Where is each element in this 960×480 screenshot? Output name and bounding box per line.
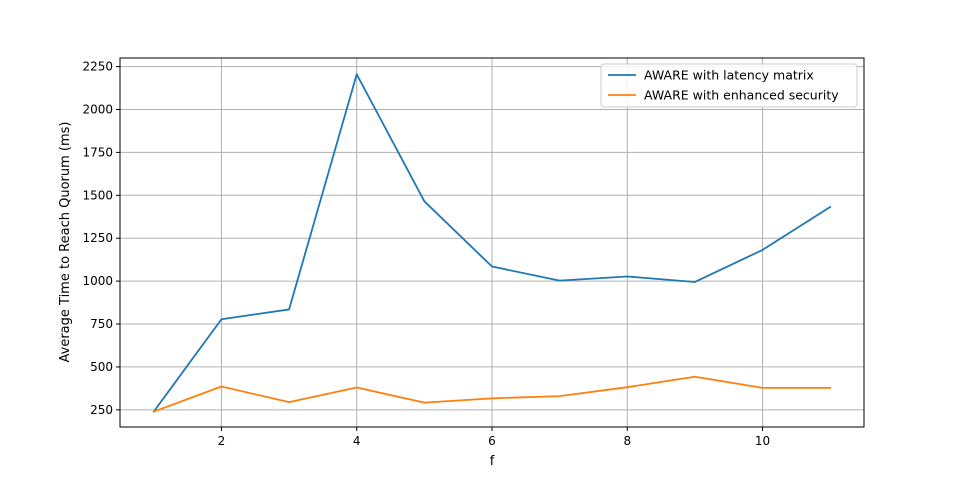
legend-label-latency-matrix: AWARE with latency matrix bbox=[644, 68, 814, 83]
y-tick-label: 1000 bbox=[82, 274, 113, 288]
y-tick-label: 1500 bbox=[82, 188, 113, 202]
x-tick-label: 6 bbox=[488, 434, 496, 448]
x-axis-ticks: 2 4 6 8 10 bbox=[218, 427, 770, 448]
x-tick-label: 10 bbox=[755, 434, 770, 448]
grid bbox=[120, 58, 864, 427]
x-tick-label: 4 bbox=[353, 434, 361, 448]
series-line-latency-matrix bbox=[152, 73, 832, 413]
x-axis-label: f bbox=[490, 454, 495, 469]
x-tick-label: 8 bbox=[623, 434, 631, 448]
y-tick-label: 2250 bbox=[82, 60, 113, 74]
y-tick-label: 500 bbox=[90, 360, 113, 374]
y-tick-label: 1250 bbox=[82, 231, 113, 245]
y-tick-label: 750 bbox=[90, 317, 113, 331]
y-tick-label: 2000 bbox=[82, 102, 113, 116]
legend-box bbox=[600, 63, 858, 108]
legend: AWARE with latency matrix AWARE with enh… bbox=[600, 63, 858, 108]
legend-label-enhanced-security: AWARE with enhanced security bbox=[644, 88, 839, 103]
x-tick-label: 2 bbox=[218, 434, 226, 448]
y-tick-label: 1750 bbox=[82, 145, 113, 159]
series-lines bbox=[152, 73, 832, 413]
y-axis-ticks: 250 500 750 1000 1250 1500 1750 2000 2250 bbox=[82, 60, 120, 417]
y-axis-label: Average Time to Reach Quorum (ms) bbox=[58, 122, 73, 363]
y-tick-label: 250 bbox=[90, 403, 113, 417]
series-line-enhanced-security bbox=[152, 375, 832, 413]
